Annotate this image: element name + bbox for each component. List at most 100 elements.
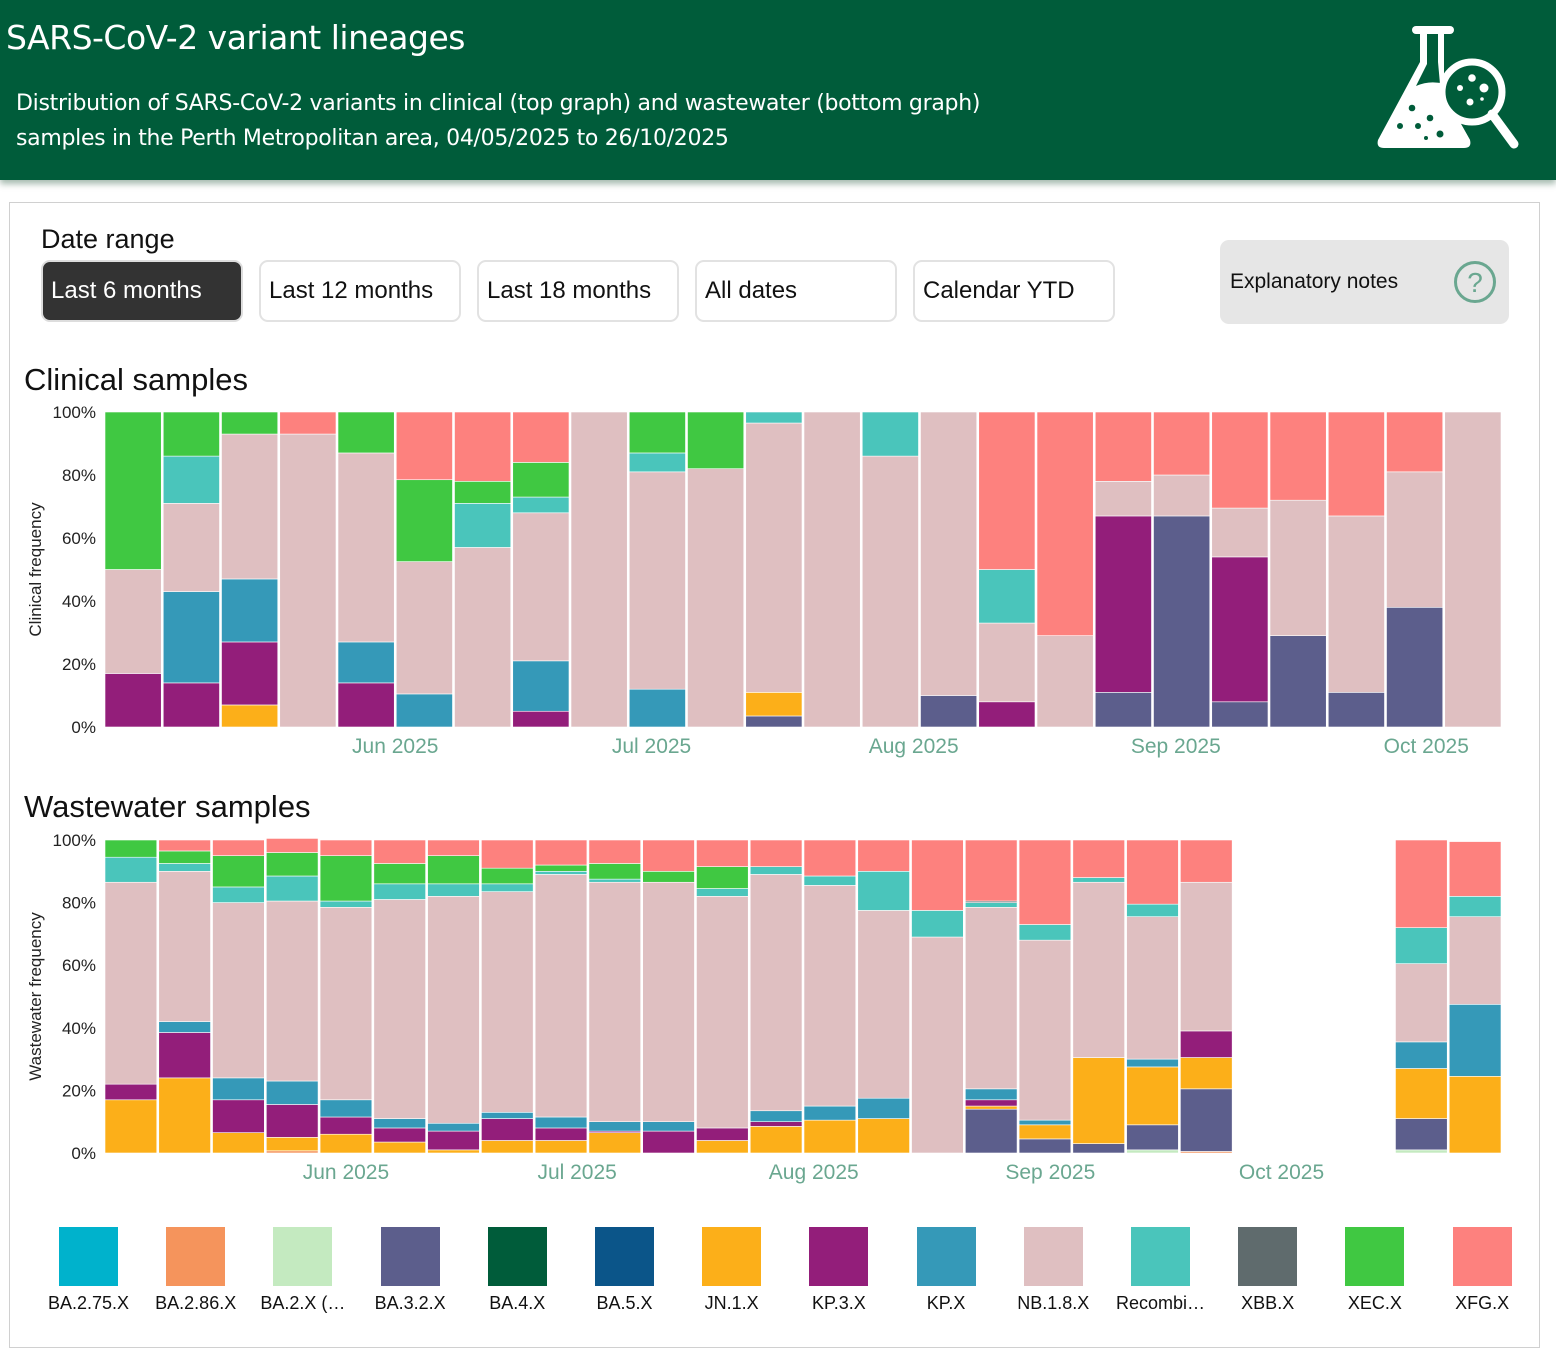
clinical-bar-segment-kp-3-x[interactable] bbox=[512, 710, 570, 728]
clinical-bar-segment-xfg-x[interactable] bbox=[1153, 411, 1211, 476]
wastewater-bar-segment-jn-1-x[interactable] bbox=[857, 1118, 910, 1154]
wastewater-bar-segment-nb-1-8-x[interactable] bbox=[749, 874, 803, 1112]
clinical-bar-segment-ba-3-2-x[interactable] bbox=[1386, 607, 1444, 728]
clinical-bar-segment-xec-x[interactable] bbox=[512, 462, 570, 498]
clinical-bar-segment-xfg-x[interactable] bbox=[454, 411, 512, 482]
wastewater-bar-segment-nb-1-8-x[interactable] bbox=[373, 899, 426, 1119]
clinical-bar-segment-nb-1-8-x[interactable] bbox=[1444, 411, 1502, 728]
wastewater-bar-segment-xec-x[interactable] bbox=[266, 852, 319, 877]
wastewater-bar-segment-kp-3-x[interactable] bbox=[427, 1130, 480, 1151]
wastewater-bar-segment-xfg-x[interactable] bbox=[158, 839, 211, 852]
legend-item[interactable]: BA.2.86.X bbox=[142, 1225, 249, 1314]
wastewater-bar-segment-xec-x[interactable] bbox=[427, 855, 480, 885]
wastewater-bar-segment-recombinant[interactable] bbox=[1072, 877, 1125, 883]
clinical-bar-segment-kp-x[interactable] bbox=[512, 660, 570, 712]
wastewater-bar-segment-recombinant[interactable] bbox=[266, 875, 319, 902]
clinical-bar-segment-nb-1-8-x[interactable] bbox=[104, 569, 162, 674]
wastewater-bar-segment-recombinant[interactable] bbox=[749, 866, 803, 875]
clinical-bar-segment-nb-1-8-x[interactable] bbox=[162, 503, 220, 592]
wastewater-bar-segment-kp-3-x[interactable] bbox=[212, 1099, 265, 1133]
wastewater-bar-segment-xfg-x[interactable] bbox=[1395, 839, 1448, 928]
wastewater-bar-segment-xfg-x[interactable] bbox=[212, 839, 265, 856]
clinical-bar-segment-kp-3-x[interactable] bbox=[1094, 515, 1152, 693]
wastewater-bar-segment-nb-1-8-x[interactable] bbox=[803, 885, 857, 1107]
clinical-bar-segment-kp-3-x[interactable] bbox=[1211, 556, 1269, 703]
wastewater-bar-segment-jn-1-x[interactable] bbox=[212, 1132, 265, 1154]
clinical-bar-segment-xec-x[interactable] bbox=[221, 411, 279, 435]
clinical-bar-segment-nb-1-8-x[interactable] bbox=[221, 433, 279, 580]
wastewater-bar-segment-nb-1-8-x[interactable] bbox=[911, 936, 964, 1154]
wastewater-bar-segment-ba-2-86-x[interactable] bbox=[266, 1150, 319, 1154]
wastewater-bar-segment-xfg-x[interactable] bbox=[857, 839, 910, 872]
wastewater-bar-segment-kp-x[interactable] bbox=[1395, 1041, 1448, 1069]
clinical-bar-segment-recombinant[interactable] bbox=[745, 411, 803, 424]
clinical-bar-segment-nb-1-8-x[interactable] bbox=[570, 411, 628, 728]
wastewater-bar-segment-xec-x[interactable] bbox=[481, 867, 534, 885]
clinical-bar-segment-kp-3-x[interactable] bbox=[162, 682, 220, 728]
clinical-bar-segment-xec-x[interactable] bbox=[628, 411, 686, 454]
wastewater-bar-segment-kp-3-x[interactable] bbox=[373, 1127, 426, 1143]
clinical-bar-segment-kp-3-x[interactable] bbox=[221, 641, 279, 706]
wastewater-bar-segment-xec-x[interactable] bbox=[642, 870, 695, 883]
legend-item[interactable]: BA.2.X (… bbox=[249, 1225, 356, 1314]
wastewater-bar-segment-xec-x[interactable] bbox=[373, 863, 426, 885]
wastewater-bar-segment-xec-x[interactable] bbox=[588, 863, 641, 880]
wastewater-bar-segment-jn-1-x[interactable] bbox=[696, 1140, 749, 1154]
wastewater-bar-segment-kp-x[interactable] bbox=[1448, 1004, 1502, 1077]
clinical-bar-segment-jn-1-x[interactable] bbox=[221, 704, 279, 728]
clinical-bar-segment-ba-3-2-x[interactable] bbox=[1153, 515, 1211, 728]
date-range-calendar-ytd-button[interactable]: Calendar YTD bbox=[913, 260, 1115, 322]
wastewater-bar-segment-xfg-x[interactable] bbox=[1180, 839, 1233, 883]
clinical-bar-segment-recombinant[interactable] bbox=[454, 503, 512, 548]
wastewater-bar-segment-kp-x[interactable] bbox=[642, 1121, 695, 1132]
clinical-bar-segment-xec-x[interactable] bbox=[687, 411, 745, 470]
wastewater-bar-segment-kp-3-x[interactable] bbox=[104, 1083, 158, 1101]
wastewater-bar-segment-kp-x[interactable] bbox=[965, 1088, 1018, 1101]
clinical-bar-segment-ba-3-2-x[interactable] bbox=[1269, 635, 1327, 728]
wastewater-bar-segment-kp-3-x[interactable] bbox=[965, 1099, 1018, 1107]
clinical-bar-segment-xec-x[interactable] bbox=[337, 411, 395, 454]
wastewater-bar-segment-ba-3-2-x[interactable] bbox=[1126, 1124, 1179, 1151]
wastewater-bar-segment-nb-1-8-x[interactable] bbox=[534, 874, 588, 1118]
wastewater-bar-segment-nb-1-8-x[interactable] bbox=[857, 910, 910, 1099]
wastewater-bar-segment-jn-1-x[interactable] bbox=[158, 1077, 211, 1154]
wastewater-bar-segment-nb-1-8-x[interactable] bbox=[481, 891, 534, 1113]
wastewater-bar-segment-jn-1-x[interactable] bbox=[104, 1099, 158, 1154]
clinical-bar-segment-xfg-x[interactable] bbox=[512, 411, 570, 463]
clinical-bar-segment-nb-1-8-x[interactable] bbox=[512, 512, 570, 662]
wastewater-bar-segment-ba-3-2-x[interactable] bbox=[1180, 1088, 1233, 1152]
wastewater-bar-segment-xec-x[interactable] bbox=[212, 855, 265, 888]
wastewater-bar-segment-recombinant[interactable] bbox=[1448, 896, 1502, 917]
clinical-bar-segment-nb-1-8-x[interactable] bbox=[1036, 635, 1094, 728]
wastewater-bar-segment-kp-x[interactable] bbox=[1018, 1119, 1072, 1126]
clinical-bar-segment-nb-1-8-x[interactable] bbox=[279, 433, 337, 728]
clinical-bar-segment-ba-3-2-x[interactable] bbox=[1327, 692, 1385, 728]
wastewater-bar-segment-recombinant[interactable] bbox=[212, 886, 265, 903]
wastewater-bar-segment-recombinant[interactable] bbox=[158, 863, 211, 872]
wastewater-bar-segment-ba-3-2-x[interactable] bbox=[965, 1108, 1018, 1154]
wastewater-bar-segment-xec-x[interactable] bbox=[158, 850, 211, 864]
wastewater-bar-segment-nb-1-8-x[interactable] bbox=[965, 906, 1018, 1090]
clinical-bar-segment-ba-3-2-x[interactable] bbox=[745, 715, 803, 728]
wastewater-bar-segment-kp-x[interactable] bbox=[749, 1110, 803, 1122]
legend-item[interactable]: XFG.X bbox=[1429, 1225, 1536, 1314]
wastewater-bar-segment-nb-1-8-x[interactable] bbox=[158, 870, 211, 1022]
clinical-bar-segment-xfg-x[interactable] bbox=[1211, 411, 1269, 509]
wastewater-bar-segment-recombinant[interactable] bbox=[1018, 924, 1072, 941]
wastewater-bar-segment-kp-3-x[interactable] bbox=[749, 1121, 803, 1127]
date-range-last-6-months-button[interactable]: Last 6 months bbox=[41, 260, 243, 322]
legend-item[interactable]: XBB.X bbox=[1214, 1225, 1321, 1314]
wastewater-bar-segment-kp-3-x[interactable] bbox=[266, 1104, 319, 1138]
wastewater-bar-segment-kp-x[interactable] bbox=[266, 1080, 319, 1105]
legend-item[interactable]: BA.4.X bbox=[464, 1225, 571, 1314]
clinical-bar-segment-nb-1-8-x[interactable] bbox=[1153, 474, 1211, 517]
wastewater-bar-segment-xec-x[interactable] bbox=[696, 866, 749, 889]
clinical-bar-segment-kp-x[interactable] bbox=[162, 591, 220, 684]
wastewater-bar-segment-xfg-x[interactable] bbox=[642, 839, 695, 872]
wastewater-bar-segment-recombinant[interactable] bbox=[588, 878, 641, 883]
clinical-bar-segment-nb-1-8-x[interactable] bbox=[1211, 507, 1269, 558]
clinical-bar-segment-xec-x[interactable] bbox=[162, 411, 220, 457]
wastewater-bar-segment-xfg-x[interactable] bbox=[427, 839, 480, 856]
clinical-bar-segment-kp-x[interactable] bbox=[337, 641, 395, 684]
wastewater-bar-segment-nb-1-8-x[interactable] bbox=[642, 881, 695, 1123]
